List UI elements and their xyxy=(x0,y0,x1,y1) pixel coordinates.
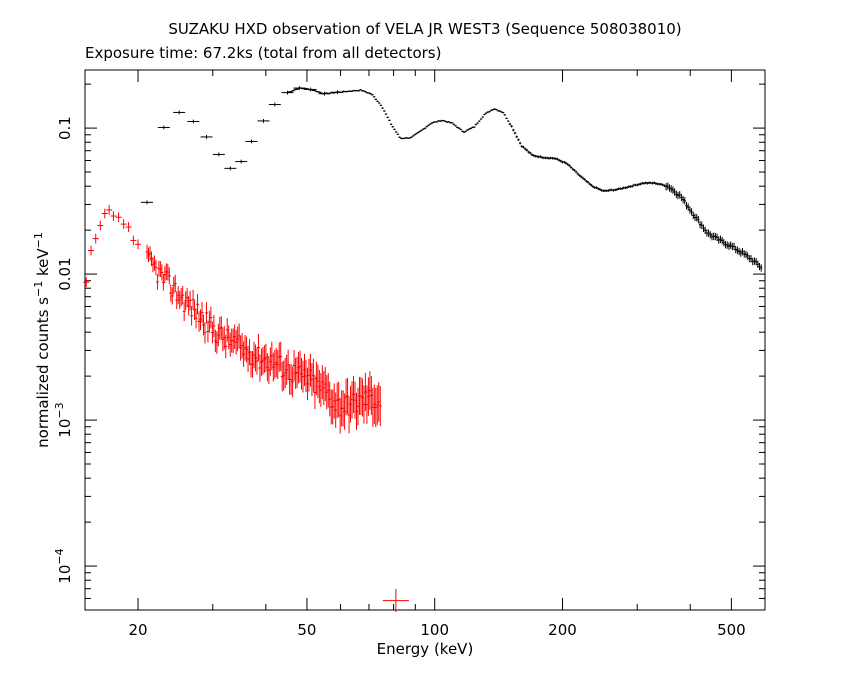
series-red xyxy=(83,205,409,613)
y-tick-label-group: 0.1 xyxy=(56,116,74,140)
chart-subtitle: Exposure time: 67.2ks (total from all de… xyxy=(85,44,442,62)
y-tick-label: 10−4 xyxy=(53,548,74,583)
x-axis-label: Energy (keV) xyxy=(376,640,474,658)
series-black xyxy=(141,86,763,272)
y-tick-label-group: 10−4 xyxy=(53,548,74,583)
y-tick-label: 0.1 xyxy=(56,116,74,140)
y-tick-label-group: 10−3 xyxy=(53,402,74,437)
y-tick-label: 10−3 xyxy=(53,402,74,437)
chart-title: SUZAKU HXD observation of VELA JR WEST3 … xyxy=(168,20,682,38)
axis-ticks: 20 50 100 200 500 0.1 0.01 10−3 10−4 xyxy=(53,70,766,639)
plot-frame xyxy=(84,69,766,611)
axes-frame xyxy=(84,69,766,611)
y-tick-label: 0.01 xyxy=(56,257,74,290)
x-tick-label: 50 xyxy=(297,621,316,639)
x-tick-label: 200 xyxy=(548,621,577,639)
y-tick-label-group: 0.01 xyxy=(56,257,74,290)
x-tick-label: 20 xyxy=(128,621,147,639)
y-axis-label: normalized counts s−1 keV−1 xyxy=(32,232,52,448)
x-tick-label: 500 xyxy=(717,621,746,639)
x-tick-label: 100 xyxy=(420,621,449,639)
data-series xyxy=(83,86,763,613)
